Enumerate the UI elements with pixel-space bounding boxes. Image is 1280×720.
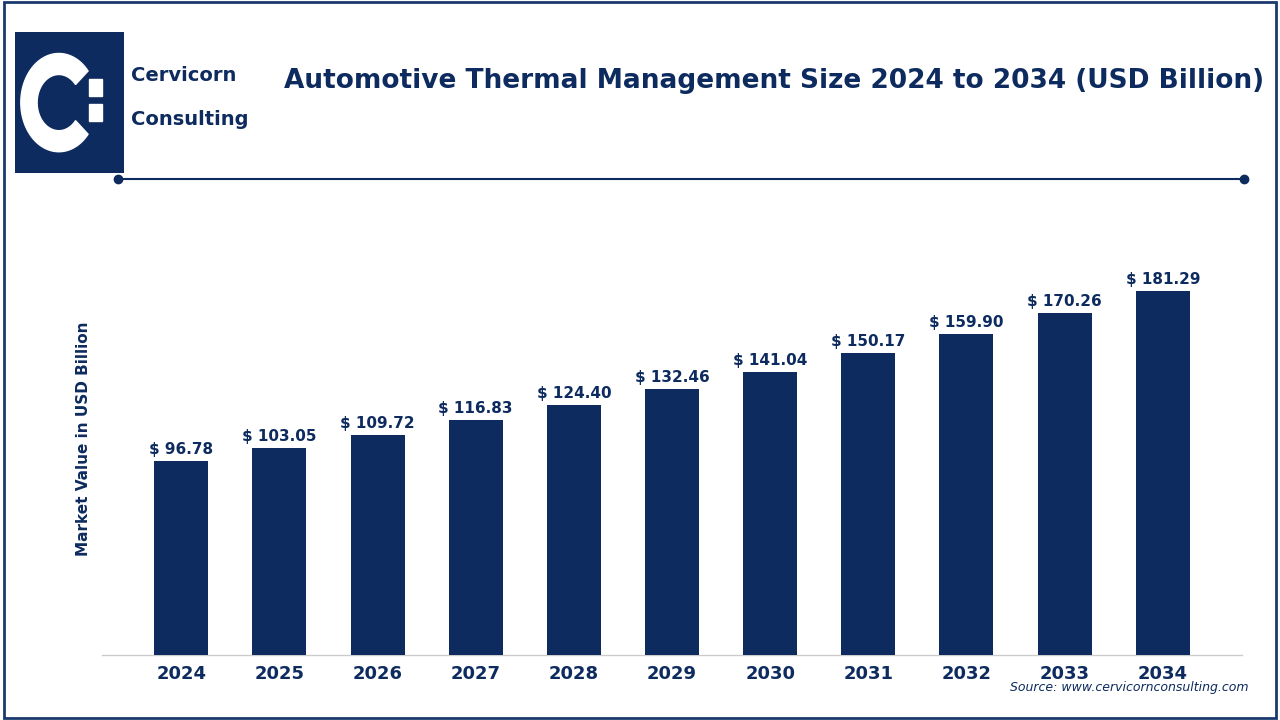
Bar — [1135, 291, 1190, 655]
Bar — [841, 354, 895, 655]
Bar — [351, 435, 404, 655]
Bar — [547, 405, 600, 655]
Text: $ 170.26: $ 170.26 — [1028, 294, 1102, 309]
Text: $ 132.46: $ 132.46 — [635, 370, 709, 385]
FancyBboxPatch shape — [12, 28, 128, 177]
Text: $ 159.90: $ 159.90 — [929, 315, 1004, 330]
Bar — [1038, 313, 1092, 655]
Bar — [449, 420, 503, 655]
Text: $ 109.72: $ 109.72 — [340, 415, 415, 431]
Text: $ 150.17: $ 150.17 — [831, 335, 905, 349]
Text: $ 103.05: $ 103.05 — [242, 429, 316, 444]
Text: $ 96.78: $ 96.78 — [148, 442, 214, 456]
Text: $ 116.83: $ 116.83 — [439, 402, 513, 416]
Text: $ 141.04: $ 141.04 — [733, 353, 808, 368]
Text: Source: www.cervicornconsulting.com: Source: www.cervicornconsulting.com — [1010, 681, 1248, 694]
Text: Cervicorn: Cervicorn — [131, 66, 236, 85]
Y-axis label: Market Value in USD Billion: Market Value in USD Billion — [77, 322, 91, 557]
FancyBboxPatch shape — [90, 104, 102, 121]
Text: $ 181.29: $ 181.29 — [1125, 272, 1201, 287]
Polygon shape — [20, 53, 88, 152]
Bar — [154, 461, 209, 655]
Bar — [744, 372, 797, 655]
Bar — [252, 448, 306, 655]
Bar — [645, 389, 699, 655]
FancyBboxPatch shape — [90, 78, 102, 96]
Text: $ 124.40: $ 124.40 — [536, 386, 611, 401]
Bar — [940, 334, 993, 655]
Text: Consulting: Consulting — [131, 109, 248, 129]
Text: Automotive Thermal Management Size 2024 to 2034 (USD Billion): Automotive Thermal Management Size 2024 … — [284, 68, 1265, 94]
